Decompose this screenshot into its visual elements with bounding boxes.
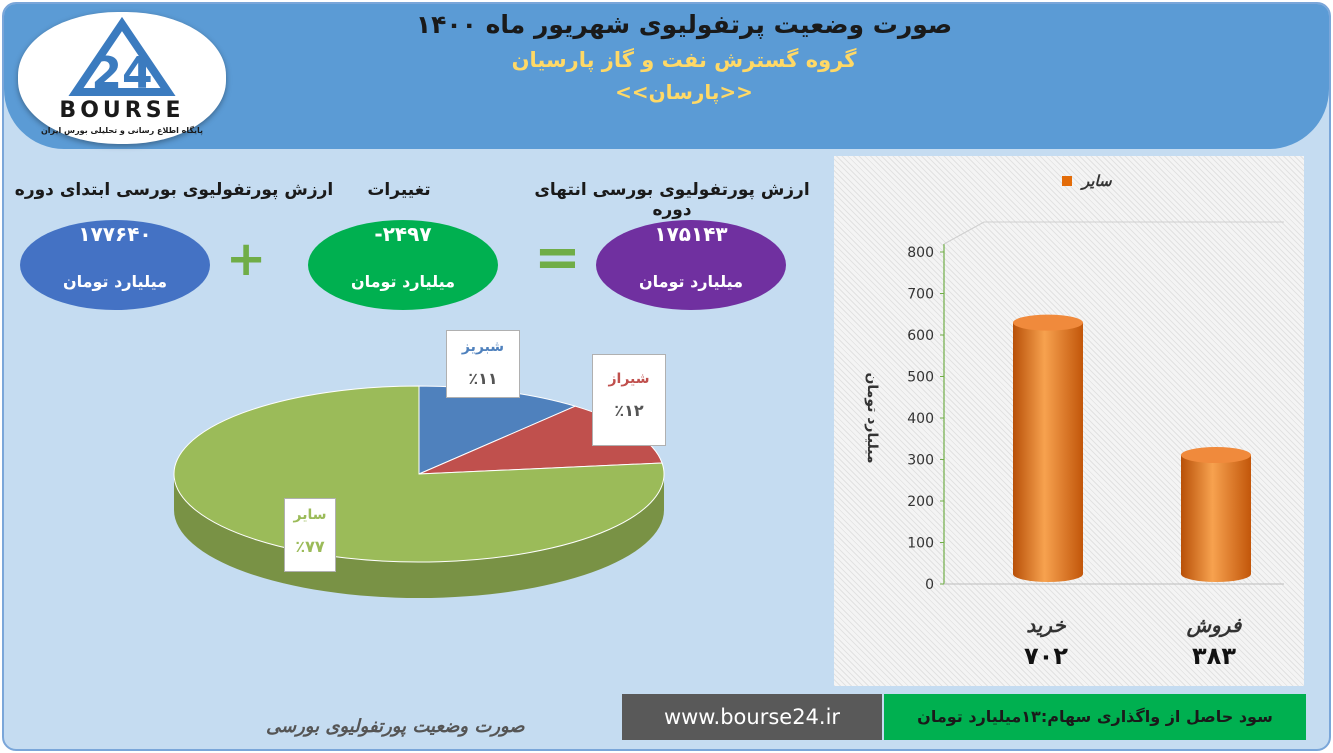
- end-value-unit: میلیارد تومان: [638, 272, 744, 291]
- bar-top-1: [1181, 447, 1251, 464]
- start-value: ۱۷۷۶۴۰: [78, 222, 152, 246]
- y-tick-label-4: 400: [907, 411, 934, 427]
- y-tick-label-2: 200: [907, 494, 934, 510]
- pie-label-shabriz: شبریز ٪۱۱: [446, 330, 520, 398]
- y-axis-title: میلیارد تومان: [864, 372, 880, 463]
- buy-sell-bar-chart: 0 100 200 300 400 500 600 700 800 میلیارد تومان سا…: [864, 172, 1284, 670]
- change-ellipse: -۲۴۹۷ میلیارد تومان: [308, 220, 498, 310]
- legend-label: سایر: [1080, 172, 1113, 190]
- pie-label-shiraz-name: شیراز: [608, 371, 650, 387]
- start-value-unit: میلیارد تومان: [62, 272, 168, 291]
- bourse24-logo: 24 BOURSE پایگاه اطلاع رسانی و تحلیلی بو…: [18, 12, 226, 144]
- y-tick-label-0: 0: [925, 577, 934, 593]
- page-title: صورت وضعیت پرتفولیوی شهریور ماه ۱۴۰۰: [415, 10, 953, 39]
- bar-top-0: [1013, 314, 1083, 331]
- chart-back-edge: [943, 221, 1284, 245]
- logo-word: BOURSE: [59, 98, 185, 123]
- pie-label-shabriz-name: شبریز: [461, 339, 505, 355]
- x-category-label-1: فروش: [1186, 613, 1243, 638]
- y-tick-label-7: 700: [907, 287, 934, 303]
- ticker-symbol: <<پارسان>>: [615, 80, 753, 104]
- change-label: تغییرات: [367, 180, 431, 200]
- bar-value-label-0: ۷۰۲: [1024, 642, 1068, 670]
- change-unit: میلیارد تومان: [350, 272, 456, 291]
- legend-swatch: [1062, 176, 1072, 186]
- start-value-ellipse: ۱۷۷۶۴۰ میلیارد تومان: [20, 220, 210, 310]
- y-tick-label-5: 500: [907, 370, 934, 386]
- pie-label-shiraz-pct: ٪۱۲: [614, 401, 644, 420]
- footer-caption: صورت وضعیت پورتفولیوی بورسی: [266, 716, 525, 737]
- y-tick-label-1: 100: [907, 536, 934, 552]
- pie-label-sayer-pct: ٪۷۷: [295, 537, 325, 556]
- pie-label-sayer: سایر ٪۷۷: [284, 498, 336, 572]
- pie-label-shabriz-pct: ٪۱۱: [468, 369, 498, 388]
- bar-body-0: [1013, 322, 1083, 582]
- bar-1: [1181, 447, 1251, 582]
- y-tick-label-6: 600: [907, 328, 934, 344]
- start-value-label: ارزش پورتفولیوی بورسی ابتدای دوره: [14, 180, 334, 200]
- end-value-label: ارزش پورتفولیوی بورسی انتهای دوره: [534, 180, 810, 220]
- website-url[interactable]: www.bourse24.ir: [622, 694, 882, 740]
- plus-icon: +: [226, 231, 267, 287]
- bar-0: [1013, 314, 1083, 582]
- y-tick-label-8: 800: [907, 245, 934, 261]
- pie-label-shiraz: شیراز ٪۱۲: [592, 354, 666, 446]
- y-tick-label-3: 300: [907, 453, 934, 469]
- logo-mark-icon: 24: [68, 16, 176, 99]
- end-value-ellipse: ۱۷۵۱۴۳ میلیارد تومان: [596, 220, 786, 310]
- change-value: -۲۴۹۷: [374, 222, 432, 246]
- x-category-label-0: خرید: [1026, 613, 1066, 638]
- end-value: ۱۷۵۱۴۳: [654, 222, 728, 246]
- bar-value-label-1: ۳۸۳: [1192, 642, 1236, 670]
- equals-icon: =: [534, 225, 581, 290]
- sale-profit-box: سود حاصل از واگذاری سهام:۱۳میلیارد تومان: [884, 694, 1306, 740]
- svg-text:24: 24: [91, 48, 152, 99]
- company-name: گروه گسترش نفت و گاز پارسیان: [511, 48, 857, 72]
- bar-body-1: [1181, 455, 1251, 582]
- logo-tagline: پایگاه اطلاع رسانی و تحلیلی بورس ایران: [40, 126, 204, 135]
- bar-chart-panel: 0 100 200 300 400 500 600 700 800 میلیارد تومان سا…: [834, 156, 1304, 686]
- pie-label-sayer-name: سایر: [293, 507, 327, 523]
